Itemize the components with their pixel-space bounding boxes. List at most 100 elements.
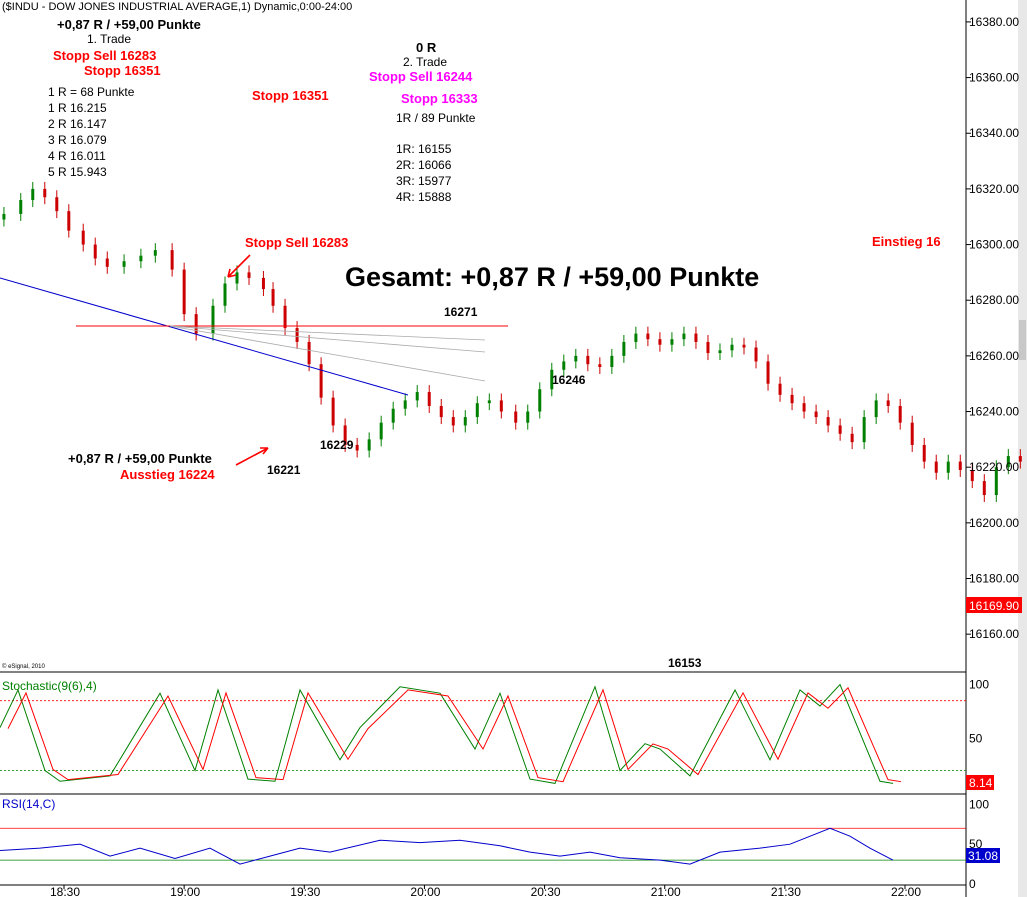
trade1-r-item: 5 R 15.943: [48, 165, 107, 179]
low-16221-label: 16221: [267, 463, 301, 477]
stoch-k-line: [0, 683, 894, 784]
candle-body: [862, 417, 866, 443]
y-axis-ticks: 16380.00 16360.00 16340.00 16320.00 16300.00…: [966, 15, 1019, 641]
candle-body: [105, 258, 109, 267]
candle-body: [886, 400, 890, 406]
candle-body: [379, 422, 383, 440]
time-tick-label: 21:00: [651, 885, 681, 897]
candle-body: [355, 444, 359, 451]
arrow-stop-sell: Stopp Sell 16283: [245, 235, 348, 250]
candle-body: [850, 433, 854, 443]
trade2-result: 0 R: [416, 40, 437, 55]
price-tick-label: 16380.00: [969, 15, 1019, 29]
downtrend-line: [0, 277, 409, 396]
candle-body: [283, 305, 287, 329]
candle-body: [586, 355, 590, 365]
candle-body: [982, 481, 986, 496]
candle-series: [2, 181, 1022, 502]
candle-body: [2, 213, 6, 220]
candle-body: [261, 277, 265, 290]
candle-body: [754, 347, 758, 362]
fan-line: [169, 325, 486, 353]
candle-body: [646, 333, 650, 340]
time-tick-label: 18:30: [50, 885, 80, 897]
price-tick-label: 16280.00: [969, 293, 1019, 307]
candle-body: [391, 408, 395, 423]
candle-body: [319, 364, 323, 398]
candle-body: [31, 188, 35, 201]
candle-body: [718, 350, 722, 354]
candle-body: [970, 469, 974, 482]
trade1-stop-sell: Stopp Sell 16283: [53, 48, 156, 63]
price-tick-label: 16260.00: [969, 349, 1019, 363]
candle-body: [223, 283, 227, 306]
right-scrollbar[interactable]: [1018, 0, 1027, 897]
candle-body: [946, 461, 950, 473]
trade2-stop-sell: Stopp Sell 16244: [369, 69, 473, 84]
copyright: © eSignal, 2010: [2, 663, 45, 670]
candle-body: [814, 411, 818, 418]
candle-body: [367, 439, 371, 451]
trade2-stop: Stopp 16333: [401, 91, 478, 106]
rsi-value: 31.08: [968, 849, 998, 863]
summary-label: Gesamt: +0,87 R / +59,00 Punkte: [345, 262, 759, 292]
trade2-level-list: 1R: 16155 2R: 16066 3R: 15977 4R: 15888: [396, 142, 452, 204]
candle-body: [81, 230, 85, 245]
candle-body: [427, 392, 431, 406]
candle-body: [475, 403, 479, 418]
candle-body: [634, 333, 638, 342]
stop-mid: Stopp 16351: [252, 88, 329, 103]
candle-body: [235, 272, 239, 284]
stoch-d-line: [7, 686, 902, 783]
trade1-r-item: 1 R = 68 Punkte: [48, 85, 135, 99]
arrow-stop-sell-icon: [227, 254, 251, 278]
trade1-r-item: 2 R 16.147: [48, 117, 107, 131]
candle-body: [182, 269, 186, 315]
trade1-r-item: 1 R 16.215: [48, 101, 107, 115]
candle-body: [93, 244, 97, 259]
trade2-level-item: 4R: 15888: [396, 190, 452, 204]
candle-body: [742, 344, 746, 348]
rsi-tick-label: 50: [969, 837, 983, 851]
candle-body: [170, 250, 174, 270]
candle-body: [247, 272, 251, 278]
candle-body: [838, 425, 842, 434]
candle-body: [343, 425, 347, 445]
trade2-r: 1R / 89 Punkte: [396, 111, 476, 125]
candle-body: [910, 422, 914, 445]
price-tick-label: 16360.00: [969, 71, 1019, 85]
candle-body: [331, 397, 335, 426]
exit-result: +0,87 R / +59,00 Punkte: [68, 451, 212, 466]
high-16271-label: 16271: [444, 305, 478, 319]
candle-body: [19, 200, 23, 214]
candle-body: [415, 392, 419, 401]
candle-body: [67, 211, 71, 231]
stochastic-panel: 100 50: [0, 678, 989, 784]
high-16246-label: 16246: [552, 373, 586, 387]
candle-body: [670, 339, 674, 345]
price-tick-label: 16320.00: [969, 182, 1019, 196]
candle-body: [487, 400, 491, 404]
rsi-panel: 100 50 0: [0, 797, 989, 891]
trade1-r-item: 4 R 16.011: [48, 149, 106, 163]
candle-body: [934, 461, 938, 473]
rsi-tick-label: 100: [969, 797, 989, 811]
candle-body: [958, 461, 962, 470]
trade1-r-list: 1 R = 68 Punkte 1 R 16.215 2 R 16.147 3 R 1…: [48, 85, 135, 179]
candle-body: [1018, 456, 1022, 462]
trade2-level-item: 3R: 15977: [396, 174, 452, 188]
price-tick-label: 16160.00: [969, 627, 1019, 641]
stochastic-title: Stochastic(9(6),4): [2, 679, 97, 693]
trade2-label: 2. Trade: [403, 55, 447, 69]
last-price-value: 16169.90: [969, 599, 1019, 613]
trade1-label: 1. Trade: [87, 32, 131, 46]
arrow-exit-icon: [235, 447, 269, 466]
candle-body: [463, 417, 467, 426]
candle-body: [610, 355, 614, 368]
scroll-thumb[interactable]: [1019, 320, 1026, 360]
exit-label: Ausstieg 16224: [120, 467, 215, 482]
price-tick-label: 16300.00: [969, 238, 1019, 252]
candle-body: [211, 305, 215, 334]
candle-body: [538, 389, 542, 412]
